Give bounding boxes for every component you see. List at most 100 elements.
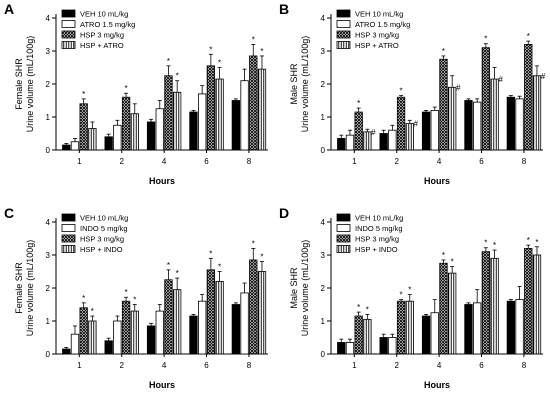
bar xyxy=(121,96,131,151)
bar xyxy=(396,96,406,151)
legend-label: VEH 10 mL/kg xyxy=(80,214,128,223)
bar xyxy=(189,111,198,151)
significance-mark: * xyxy=(260,253,263,262)
x-tick-label: 1 xyxy=(352,157,357,166)
significance-mark: * xyxy=(357,99,360,108)
significance-mark: * xyxy=(527,32,530,41)
significance-mark: * xyxy=(527,236,530,245)
y-axis-label-line: Urine volume (mL/100g) xyxy=(25,240,35,337)
bar xyxy=(164,75,173,151)
y-tick-label: 1 xyxy=(46,113,51,122)
bar xyxy=(70,333,80,355)
bar xyxy=(473,101,482,151)
x-axis-label: Hours xyxy=(149,176,175,186)
y-axis-label-line: Urine volume (mL/100g) xyxy=(300,36,310,133)
y-tick-label: 2 xyxy=(321,80,326,89)
chart-panel-d: D Male SHRUrine volume (mL/100g) 0 1 2 3 4 1 * * 2… xyxy=(279,205,543,390)
bar xyxy=(62,144,71,151)
bar xyxy=(506,300,516,355)
y-axis-label-line: Female SHR xyxy=(14,58,24,110)
bar xyxy=(189,315,198,355)
y-tick-label: 1 xyxy=(321,113,326,122)
y-tick-label: 3 xyxy=(46,251,51,260)
y-tick-label: 2 xyxy=(321,284,326,293)
bar xyxy=(104,136,113,151)
chart-panel-c: C Female SHRUrine volume (mL/100g) 0 1 2 3 4 1 *… xyxy=(4,205,268,390)
legend-label: VEH 10 mL/kg xyxy=(80,10,128,19)
x-axis-label: Hours xyxy=(424,176,450,186)
bar xyxy=(231,304,241,355)
bar xyxy=(439,262,448,355)
y-axis-label-line: Male SHR xyxy=(289,63,299,105)
significance-mark: * xyxy=(357,303,360,312)
legend-label: INDO 5 mg/kg xyxy=(355,224,403,233)
x-tick-label: 2 xyxy=(394,361,399,370)
bar xyxy=(249,259,258,355)
bar xyxy=(448,272,457,355)
x-tick-label: 2 xyxy=(119,361,124,370)
y-tick-label: 1 xyxy=(46,317,51,326)
bar xyxy=(130,113,139,151)
bar xyxy=(405,300,414,355)
legend-label: INDO 5 mg/kg xyxy=(80,224,128,233)
legend-label: HSP 3 mg/kg xyxy=(355,31,399,40)
legend-swatch xyxy=(336,9,351,18)
bar xyxy=(515,98,524,151)
y-tick-label: 2 xyxy=(46,80,51,89)
bar xyxy=(354,111,363,151)
y-tick-label: 1 xyxy=(321,317,326,326)
legend-swatch xyxy=(61,234,76,243)
significance-mark: * xyxy=(535,238,538,247)
bar xyxy=(104,340,113,355)
y-tick-label: 4 xyxy=(321,218,326,227)
legend-label: HSP + INDO xyxy=(355,245,398,254)
x-tick-label: 4 xyxy=(162,361,167,370)
legend-swatch xyxy=(61,224,76,232)
legend-label: ATRO 1.5 mg/kg xyxy=(80,20,135,29)
x-tick-label: 8 xyxy=(522,157,527,166)
bar xyxy=(345,134,355,151)
y-axis-label-line: Female SHR xyxy=(14,262,24,314)
bar xyxy=(88,320,97,355)
significance-mark: * xyxy=(125,288,128,297)
x-tick-label: 6 xyxy=(479,361,484,370)
bar xyxy=(473,302,482,355)
bar xyxy=(506,96,516,151)
significance-mark: * xyxy=(484,35,487,44)
legend-label: HSP 3 mg/kg xyxy=(80,235,124,244)
bar xyxy=(249,55,258,151)
x-tick-label: 1 xyxy=(77,157,82,166)
bar xyxy=(337,342,346,355)
bar xyxy=(421,315,431,355)
bar xyxy=(430,312,439,355)
bar xyxy=(532,75,542,151)
bar xyxy=(337,138,346,151)
significance-mark: # xyxy=(456,83,461,92)
significance-mark: * xyxy=(167,57,170,66)
bar xyxy=(206,269,216,355)
panel-letter: A xyxy=(4,1,14,17)
bar xyxy=(173,289,182,355)
legend-swatch xyxy=(336,213,351,222)
x-tick-label: 8 xyxy=(522,361,527,370)
significance-mark: * xyxy=(366,305,369,314)
y-axis-label: Male SHRUrine volume (mL/100g) xyxy=(289,36,310,133)
bar xyxy=(240,292,249,355)
significance-mark: * xyxy=(82,90,85,99)
significance-mark: * xyxy=(260,47,263,56)
legend-swatch xyxy=(336,30,351,39)
x-axis-label: Hours xyxy=(424,380,450,390)
x-tick-label: 6 xyxy=(204,361,209,370)
bar xyxy=(113,320,122,355)
y-axis-label: Female SHRUrine volume (mL/100g) xyxy=(14,240,35,337)
significance-mark: * xyxy=(125,84,128,93)
legend-swatch xyxy=(61,245,76,253)
legend-swatch xyxy=(336,20,351,28)
bar xyxy=(379,337,388,355)
bar xyxy=(155,310,164,355)
bar xyxy=(481,47,491,151)
bar xyxy=(388,337,397,355)
bar xyxy=(439,58,448,151)
legend-label: HSP 3 mg/kg xyxy=(355,235,399,244)
bar xyxy=(215,78,224,151)
